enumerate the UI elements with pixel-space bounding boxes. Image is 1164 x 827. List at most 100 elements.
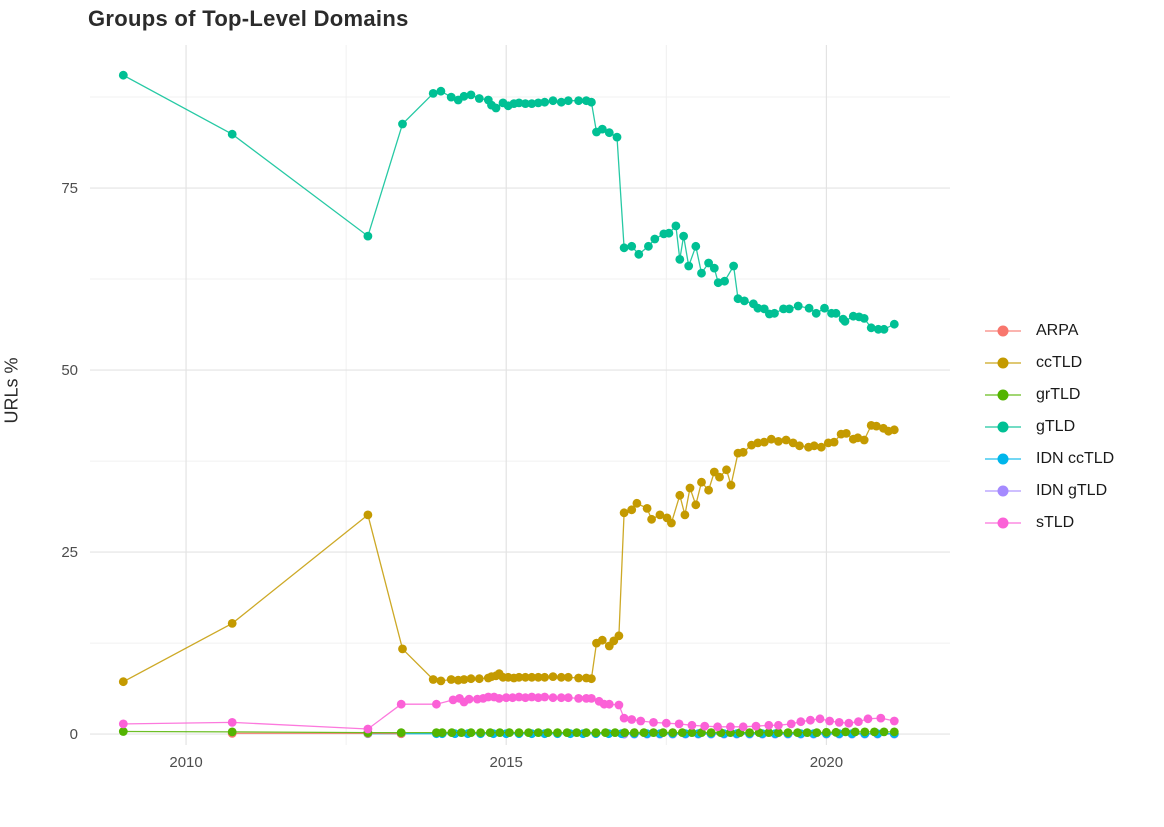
data-point-stld xyxy=(700,721,710,731)
data-point-gtld xyxy=(729,261,738,271)
data-point-gtld xyxy=(612,132,622,142)
legend-key-icon xyxy=(985,485,1021,496)
data-point-gtld xyxy=(363,231,373,241)
data-point-gtld xyxy=(474,94,484,103)
legend-label: grTLD xyxy=(1036,385,1081,403)
data-point-stld xyxy=(432,699,441,709)
data-point-stld xyxy=(619,713,629,723)
data-point-gtld xyxy=(533,98,543,108)
data-point-cctld xyxy=(466,674,476,684)
data-point-grtld xyxy=(495,728,505,737)
legend-label: IDN ccTLD xyxy=(1036,449,1115,467)
y-tick-label: 50 xyxy=(61,362,78,379)
data-point-cctld xyxy=(753,438,763,448)
data-point-cctld xyxy=(795,441,804,451)
data-point-stld xyxy=(661,718,671,728)
data-point-stld xyxy=(786,719,796,729)
legend-item-idn-cctld: IDN ccTLD xyxy=(982,448,1114,469)
data-point-grtld xyxy=(553,728,562,737)
data-point-stld xyxy=(796,717,806,727)
data-point-gtld xyxy=(770,308,779,318)
data-point-cctld xyxy=(597,635,607,645)
data-point-stld xyxy=(614,700,624,710)
data-point-gtld xyxy=(514,98,524,108)
data-point-gtld xyxy=(879,324,889,334)
data-point-grtld xyxy=(457,728,466,737)
data-point-stld xyxy=(825,716,834,726)
data-point-cctld xyxy=(722,465,731,475)
data-point-cctld xyxy=(841,429,851,438)
data-point-stld xyxy=(764,720,774,730)
data-point-stld xyxy=(876,713,886,723)
data-point-grtld xyxy=(629,728,639,737)
data-point-stld xyxy=(844,718,854,728)
data-point-gtld xyxy=(227,129,237,139)
data-point-cctld xyxy=(514,672,524,682)
data-point-gtld xyxy=(563,96,573,106)
data-point-stld xyxy=(687,720,697,730)
data-point-cctld xyxy=(655,510,665,520)
data-point-gtld xyxy=(650,234,660,244)
data-point-cctld xyxy=(680,510,690,520)
data-point-grtld xyxy=(533,728,543,737)
legend-key-icon xyxy=(985,517,1021,528)
data-point-cctld xyxy=(521,672,530,682)
data-point-cctld xyxy=(667,518,676,528)
data-point-stld xyxy=(627,715,637,724)
data-point-grtld xyxy=(822,727,831,737)
y-tick-label: 75 xyxy=(61,180,78,197)
legend-label: ccTLD xyxy=(1036,353,1083,371)
data-point-gtld xyxy=(840,316,850,326)
data-point-stld xyxy=(726,722,735,732)
data-point-gtld xyxy=(784,304,794,314)
data-point-cctld xyxy=(685,483,695,493)
data-point-grtld xyxy=(485,728,495,737)
data-point-cctld xyxy=(816,442,826,452)
data-point-gtld xyxy=(527,99,537,108)
data-point-cctld xyxy=(574,673,583,683)
data-point-grtld xyxy=(802,728,812,737)
legend-key-icon xyxy=(985,453,1021,464)
legend-item-grtld: grTLD xyxy=(982,384,1114,405)
data-point-stld xyxy=(649,718,658,727)
data-point-cctld xyxy=(774,437,783,446)
data-point-gtld xyxy=(709,263,719,273)
data-point-gtld xyxy=(619,243,629,253)
data-point-cctld xyxy=(533,672,543,682)
data-point-gtld xyxy=(753,303,763,313)
data-point-grtld xyxy=(118,727,128,736)
data-point-cctld xyxy=(766,434,776,444)
data-point-cctld xyxy=(872,421,881,431)
data-point-stld xyxy=(674,719,684,729)
data-point-gtld xyxy=(664,228,674,238)
data-point-gtld xyxy=(859,314,869,323)
data-point-cctld xyxy=(859,435,869,445)
legend-label: sTLD xyxy=(1036,513,1075,531)
data-point-gtld xyxy=(889,319,899,329)
data-point-grtld xyxy=(668,728,678,737)
data-point-stld xyxy=(556,693,566,703)
data-point-cctld xyxy=(715,472,724,482)
data-point-grtld xyxy=(841,727,850,737)
chart-title: Groups of Top-Level Domains xyxy=(88,6,409,31)
y-tick-label: 25 xyxy=(61,544,78,561)
data-point-stld xyxy=(563,693,573,703)
data-point-cctld xyxy=(363,510,373,520)
data-point-stld xyxy=(854,717,863,727)
data-point-gtld xyxy=(627,241,637,251)
data-point-stld xyxy=(464,694,474,704)
data-point-gtld xyxy=(804,303,814,313)
data-point-grtld xyxy=(850,727,860,737)
data-point-grtld xyxy=(649,728,658,737)
data-point-gtld xyxy=(644,241,653,251)
legend-key-icon xyxy=(985,421,1021,432)
data-point-grtld xyxy=(514,728,524,737)
data-point-grtld xyxy=(831,727,841,737)
data-point-gtld xyxy=(820,303,829,313)
data-point-gtld xyxy=(459,91,469,101)
y-axis-title: URLs % xyxy=(1,357,22,424)
data-point-gtld xyxy=(548,96,558,106)
data-point-stld xyxy=(806,715,815,725)
data-point-cctld xyxy=(704,485,713,495)
data-point-grtld xyxy=(562,728,572,737)
